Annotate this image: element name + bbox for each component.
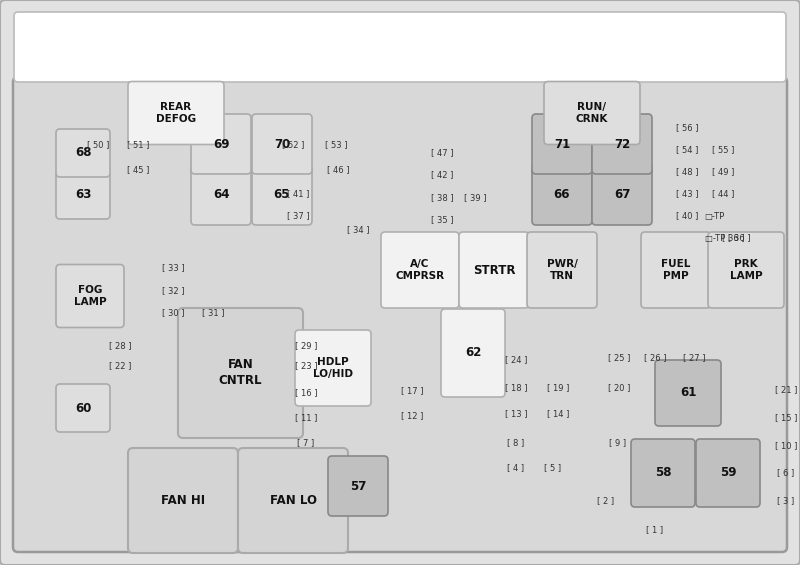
Text: 71: 71 <box>554 137 570 150</box>
Text: [ 28 ]: [ 28 ] <box>109 341 131 350</box>
Text: PRK
LAMP: PRK LAMP <box>730 259 762 281</box>
Text: [ 20 ]: [ 20 ] <box>608 384 630 393</box>
Text: [ 11 ]: [ 11 ] <box>295 414 317 423</box>
Text: 63: 63 <box>75 189 91 202</box>
Text: [ 36 ]: [ 36 ] <box>722 233 744 242</box>
Text: FOG
LAMP: FOG LAMP <box>74 285 106 307</box>
Text: [ 2 ]: [ 2 ] <box>598 497 614 506</box>
Text: [ 8 ]: [ 8 ] <box>507 438 525 447</box>
Text: 69: 69 <box>213 137 230 150</box>
Text: [ 41 ]: [ 41 ] <box>287 189 309 198</box>
FancyBboxPatch shape <box>459 232 529 308</box>
FancyBboxPatch shape <box>544 81 640 145</box>
Text: [ 50 ]: [ 50 ] <box>87 141 109 150</box>
Text: [ 26 ]: [ 26 ] <box>644 354 666 363</box>
FancyBboxPatch shape <box>381 232 459 308</box>
FancyBboxPatch shape <box>631 439 695 507</box>
FancyBboxPatch shape <box>238 448 348 553</box>
Text: FAN HI: FAN HI <box>161 494 205 507</box>
Text: RUN/
CRNK: RUN/ CRNK <box>576 102 608 124</box>
Text: [ 32 ]: [ 32 ] <box>162 286 184 295</box>
Text: [ 53 ]: [ 53 ] <box>325 141 347 150</box>
FancyBboxPatch shape <box>128 81 224 145</box>
Text: [ 3 ]: [ 3 ] <box>778 497 794 506</box>
Text: [ 4 ]: [ 4 ] <box>507 463 525 472</box>
FancyBboxPatch shape <box>191 165 251 225</box>
Text: 68: 68 <box>74 146 91 159</box>
FancyBboxPatch shape <box>56 129 110 177</box>
Text: [ 29 ]: [ 29 ] <box>295 341 317 350</box>
Text: [ 35 ]: [ 35 ] <box>430 215 454 224</box>
Text: 67: 67 <box>614 189 630 202</box>
Text: [ 52 ]: [ 52 ] <box>282 141 304 150</box>
FancyBboxPatch shape <box>592 114 652 174</box>
Text: 62: 62 <box>465 346 481 359</box>
Text: [ 44 ]: [ 44 ] <box>712 189 734 198</box>
Text: [ 18 ]: [ 18 ] <box>505 384 527 393</box>
Text: [ 31 ]: [ 31 ] <box>202 308 224 318</box>
FancyBboxPatch shape <box>13 77 787 552</box>
Text: □-TP [ 36 ]: □-TP [ 36 ] <box>706 233 750 242</box>
Text: FAN LO: FAN LO <box>270 494 317 507</box>
Text: □-TP: □-TP <box>704 211 724 220</box>
Text: [ 19 ]: [ 19 ] <box>547 384 569 393</box>
Text: [ 33 ]: [ 33 ] <box>162 263 184 272</box>
Text: [ 6 ]: [ 6 ] <box>778 468 794 477</box>
FancyBboxPatch shape <box>696 439 760 507</box>
Text: [ 37 ]: [ 37 ] <box>286 211 310 220</box>
FancyBboxPatch shape <box>295 330 371 406</box>
Text: REAR
DEFOG: REAR DEFOG <box>156 102 196 124</box>
FancyBboxPatch shape <box>532 165 592 225</box>
FancyBboxPatch shape <box>532 114 592 174</box>
Text: [ 9 ]: [ 9 ] <box>610 438 626 447</box>
Text: 57: 57 <box>350 480 366 493</box>
Text: [ 45 ]: [ 45 ] <box>127 166 149 175</box>
Text: [ 5 ]: [ 5 ] <box>545 463 562 472</box>
Text: [ 15 ]: [ 15 ] <box>775 414 797 423</box>
Text: 66: 66 <box>554 189 570 202</box>
Text: [ 38 ]: [ 38 ] <box>430 193 454 202</box>
FancyBboxPatch shape <box>252 114 312 174</box>
Text: 70: 70 <box>274 137 290 150</box>
Text: [ 48 ]: [ 48 ] <box>676 167 698 176</box>
FancyBboxPatch shape <box>527 232 597 308</box>
Text: [ 39 ]: [ 39 ] <box>464 193 486 202</box>
Text: [ 22 ]: [ 22 ] <box>109 362 131 371</box>
Text: [ 1 ]: [ 1 ] <box>646 525 663 534</box>
Text: [ 23 ]: [ 23 ] <box>294 362 318 371</box>
Text: [ 47 ]: [ 47 ] <box>430 149 454 158</box>
Text: [ 14 ]: [ 14 ] <box>547 410 569 419</box>
Text: FUEL
PMP: FUEL PMP <box>662 259 690 281</box>
Text: [ 21 ]: [ 21 ] <box>775 385 797 394</box>
Text: 59: 59 <box>720 467 736 480</box>
Text: [ 16 ]: [ 16 ] <box>294 389 318 398</box>
Text: HDLP
LO/HID: HDLP LO/HID <box>313 357 353 379</box>
Text: 72: 72 <box>614 137 630 150</box>
Text: [ 43 ]: [ 43 ] <box>676 189 698 198</box>
FancyBboxPatch shape <box>592 165 652 225</box>
FancyBboxPatch shape <box>56 384 110 432</box>
Text: [ 56 ]: [ 56 ] <box>676 124 698 133</box>
FancyBboxPatch shape <box>708 232 784 308</box>
FancyBboxPatch shape <box>128 448 238 553</box>
Text: [ 12 ]: [ 12 ] <box>401 411 423 420</box>
Text: [ 30 ]: [ 30 ] <box>162 308 184 318</box>
FancyBboxPatch shape <box>441 309 505 397</box>
Text: [ 54 ]: [ 54 ] <box>676 146 698 154</box>
FancyBboxPatch shape <box>641 232 711 308</box>
Text: [ 34 ]: [ 34 ] <box>346 225 370 234</box>
Text: 58: 58 <box>654 467 671 480</box>
Text: PWR/
TRN: PWR/ TRN <box>546 259 578 281</box>
Text: 64: 64 <box>213 189 230 202</box>
Text: STRTR: STRTR <box>473 263 515 276</box>
FancyBboxPatch shape <box>655 360 721 426</box>
Text: 65: 65 <box>274 189 290 202</box>
Text: [ 27 ]: [ 27 ] <box>682 354 706 363</box>
Text: [ 24 ]: [ 24 ] <box>505 355 527 364</box>
FancyBboxPatch shape <box>328 456 388 516</box>
FancyBboxPatch shape <box>252 165 312 225</box>
Text: [ 25 ]: [ 25 ] <box>608 354 630 363</box>
Text: A/C
CMPRSR: A/C CMPRSR <box>395 259 445 281</box>
Text: 60: 60 <box>75 402 91 415</box>
